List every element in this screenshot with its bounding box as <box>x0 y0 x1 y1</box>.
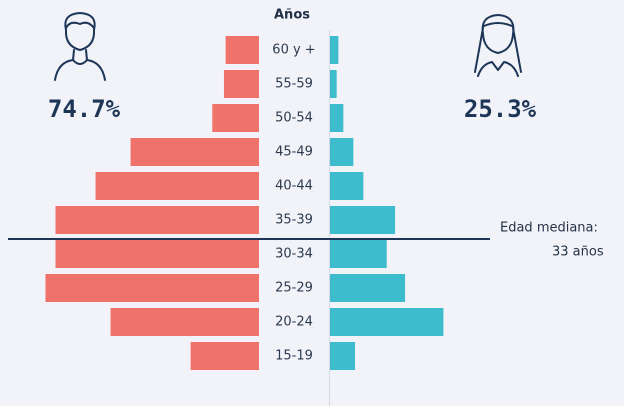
bar <box>330 240 387 268</box>
bar <box>95 172 259 200</box>
male-icon <box>54 12 106 81</box>
category-label: 55-59 <box>275 77 313 92</box>
category-label: 40-44 <box>275 179 313 194</box>
female-icon <box>474 14 522 77</box>
category-label: 60 y + <box>272 43 315 58</box>
bar <box>330 104 344 132</box>
category-label: 20-24 <box>275 315 313 330</box>
female-total: 25.3% <box>464 95 537 123</box>
category-label: 15-19 <box>275 349 313 364</box>
bar <box>330 206 396 234</box>
category-label: 35-39 <box>275 213 313 228</box>
bar <box>212 104 259 132</box>
median-value: 33 años <box>552 245 604 260</box>
category-label: 50-54 <box>275 111 313 126</box>
median-label: Edad mediana: <box>500 221 598 236</box>
category-label: 25-29 <box>275 281 313 296</box>
category-label: 30-34 <box>275 247 313 262</box>
bar <box>190 342 259 370</box>
male-total: 74.7% <box>48 95 121 123</box>
category-label: 45-49 <box>275 145 313 160</box>
bar <box>223 70 259 98</box>
bar <box>55 240 260 268</box>
chart-title: Años <box>274 8 310 23</box>
bar <box>330 274 406 302</box>
bar <box>45 274 259 302</box>
bar <box>110 308 259 336</box>
bar <box>330 308 444 336</box>
bar <box>330 138 354 166</box>
bar <box>330 36 339 64</box>
bar <box>330 172 364 200</box>
bar <box>330 342 356 370</box>
bar <box>330 70 337 98</box>
bar <box>225 36 259 64</box>
bar <box>55 206 260 234</box>
bar <box>130 138 259 166</box>
